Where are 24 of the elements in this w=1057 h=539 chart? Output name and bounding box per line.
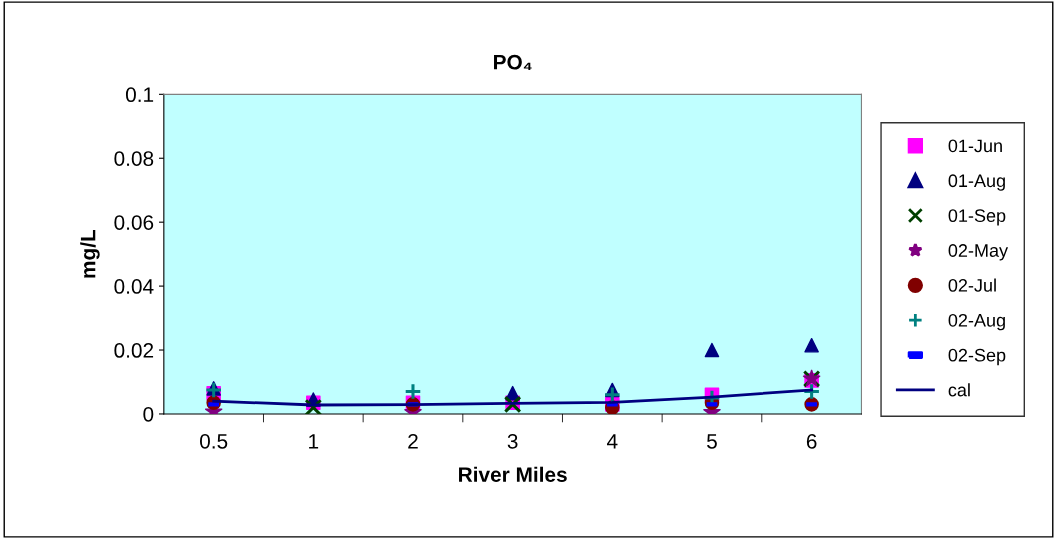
legend-label: cal bbox=[948, 383, 970, 397]
legend-label: 02-May bbox=[948, 244, 1009, 261]
x-tick-label: 1 bbox=[309, 434, 319, 449]
legend-label: 02-Aug bbox=[948, 313, 1005, 331]
x-tick-label: 0.5 bbox=[200, 433, 228, 449]
x-axis-title: River Miles bbox=[459, 466, 567, 483]
y-tick-label: 0.04 bbox=[114, 279, 154, 294]
legend-label: 02-Jul bbox=[948, 278, 996, 292]
x-tick-label: 5 bbox=[707, 434, 717, 449]
legend-label: 02-Sep bbox=[948, 348, 1006, 366]
y-tick-label: 0.08 bbox=[114, 151, 154, 166]
chart-title: PO₄ bbox=[494, 54, 532, 70]
y-tick-label: 0.02 bbox=[114, 343, 154, 358]
x-tick-label: 2 bbox=[408, 433, 418, 449]
legend-label: 01-Aug bbox=[948, 174, 1005, 191]
y-tick-label: 0.1 bbox=[125, 87, 154, 103]
x-tick-label: 6 bbox=[806, 433, 817, 449]
x-tick-label: 3 bbox=[507, 433, 518, 449]
y-tick-label: 0.06 bbox=[114, 215, 154, 230]
y-axis-title: mg/L bbox=[80, 229, 100, 278]
x-tick-label: 4 bbox=[606, 434, 618, 449]
legend-label: 01-Jun bbox=[948, 139, 1002, 153]
legend-label: 01-Sep bbox=[948, 209, 1006, 226]
y-tick-label: 0 bbox=[143, 406, 154, 422]
